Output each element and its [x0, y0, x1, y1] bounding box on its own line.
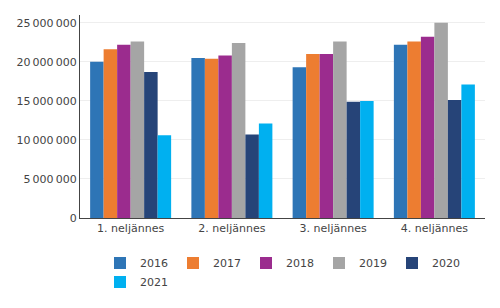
svg-text:10 000 000: 10 000 000	[16, 134, 76, 147]
svg-text:2. neljännes: 2. neljännes	[198, 222, 265, 235]
svg-text:0: 0	[70, 212, 77, 225]
svg-text:5 000 000: 5 000 000	[23, 173, 76, 186]
svg-text:2020: 2020	[432, 257, 460, 270]
svg-text:2021: 2021	[140, 276, 168, 289]
svg-text:20 000 000: 20 000 000	[16, 56, 76, 69]
svg-text:1. neljännes: 1. neljännes	[97, 222, 164, 235]
svg-text:15 000 000: 15 000 000	[16, 95, 76, 108]
svg-text:2019: 2019	[359, 257, 387, 270]
svg-text:4. neljännes: 4. neljännes	[401, 222, 468, 235]
svg-text:2017: 2017	[213, 257, 241, 270]
svg-text:3. neljännes: 3. neljännes	[300, 222, 367, 235]
svg-text:2018: 2018	[286, 257, 314, 270]
svg-text:2016: 2016	[140, 257, 168, 270]
svg-text:25 000 000: 25 000 000	[16, 17, 76, 30]
